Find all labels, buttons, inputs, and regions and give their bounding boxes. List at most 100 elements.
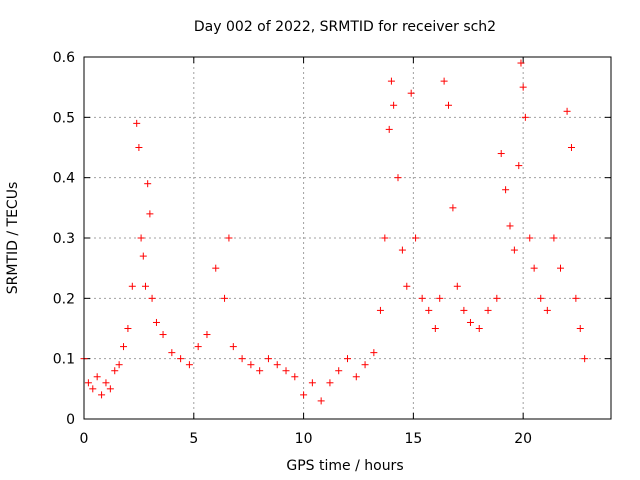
tick-labels: 0 0.1 0.2 0.3 0.4 0.5 0.6 0 5 10 15 20	[53, 50, 532, 447]
data-point	[144, 180, 152, 188]
data-point	[291, 373, 299, 381]
data-point	[212, 264, 220, 272]
data-point	[256, 367, 264, 375]
data-point	[519, 83, 527, 91]
data-point	[453, 282, 461, 290]
data-point	[381, 234, 389, 242]
data-point	[506, 222, 514, 230]
x-tick-label: 5	[189, 431, 198, 447]
data-point	[484, 306, 492, 314]
data-point	[376, 306, 384, 314]
data-point	[460, 306, 468, 314]
data-point	[229, 343, 237, 351]
data-point	[115, 361, 123, 369]
data-point	[493, 294, 501, 302]
data-point	[515, 162, 523, 170]
data-point	[497, 150, 505, 158]
y-tick-label: 0	[66, 412, 75, 428]
data-point	[412, 234, 420, 242]
data-point	[418, 294, 426, 302]
plot-frame	[83, 56, 612, 420]
data-point	[352, 373, 360, 381]
data-point	[111, 367, 119, 375]
data-point	[84, 379, 92, 387]
data-point	[502, 186, 510, 194]
data-point	[152, 318, 160, 326]
data-point	[106, 385, 114, 393]
data-point	[300, 391, 308, 399]
data-point	[89, 385, 97, 393]
data-point	[526, 234, 534, 242]
data-point	[576, 325, 584, 332]
y-tick-label: 0.1	[53, 352, 75, 368]
data-point	[475, 325, 483, 332]
data-point	[436, 294, 444, 302]
data-point	[247, 361, 255, 369]
data-point	[449, 204, 457, 212]
data-point	[139, 252, 147, 260]
data-point	[238, 355, 246, 363]
data-point	[185, 361, 193, 369]
data-point	[133, 119, 141, 127]
y-tick-label: 0.5	[53, 110, 75, 126]
data-point	[398, 246, 406, 254]
x-axis-label: GPS time / hours	[286, 458, 403, 474]
data-point	[148, 294, 156, 302]
data-point	[390, 101, 398, 109]
data-point	[128, 282, 136, 290]
x-tick-label: 15	[404, 431, 422, 447]
chart-title: Day 002 of 2022, SRMTID for receiver sch…	[194, 19, 496, 35]
data-point	[431, 325, 439, 332]
data-point	[440, 77, 448, 85]
data-point	[543, 306, 551, 314]
data-point	[572, 294, 580, 302]
y-tick-label: 0.4	[53, 171, 75, 187]
data-points	[80, 59, 589, 405]
data-point	[510, 246, 518, 254]
data-point	[466, 318, 474, 326]
data-point	[550, 234, 558, 242]
y-tick-label: 0.6	[53, 50, 75, 66]
data-point	[521, 113, 529, 121]
y-tick-label: 0.2	[53, 291, 75, 307]
data-point	[537, 294, 545, 302]
y-axis-label: SRMTID / TECUs	[5, 182, 21, 295]
y-tick-label: 0.3	[53, 231, 75, 247]
data-point	[385, 125, 393, 133]
data-point	[317, 397, 325, 405]
data-point	[120, 343, 128, 351]
data-point	[225, 234, 233, 242]
x-tick-label: 0	[80, 431, 89, 447]
data-point	[221, 294, 229, 302]
data-point	[137, 234, 145, 242]
data-point	[387, 77, 395, 85]
data-point	[273, 361, 281, 369]
data-point	[93, 373, 101, 381]
data-point	[135, 144, 143, 151]
data-point	[335, 367, 343, 375]
data-point	[159, 331, 167, 339]
data-point	[124, 325, 132, 332]
data-point	[361, 361, 369, 369]
data-point	[102, 379, 110, 387]
data-point	[425, 306, 433, 314]
data-point	[563, 107, 571, 115]
x-tick-label: 10	[295, 431, 313, 447]
data-point	[403, 282, 411, 290]
x-tick-label: 20	[514, 431, 532, 447]
data-point	[264, 355, 272, 363]
data-point	[407, 89, 415, 97]
data-point	[517, 59, 525, 67]
data-point	[308, 379, 316, 387]
data-point	[141, 282, 149, 290]
data-point	[445, 101, 453, 109]
data-point	[98, 391, 106, 399]
data-point	[168, 349, 176, 357]
data-point	[394, 174, 402, 182]
data-point	[370, 349, 378, 357]
data-point	[344, 355, 351, 363]
data-point	[194, 343, 202, 351]
data-point	[177, 355, 185, 363]
data-point	[567, 144, 575, 151]
data-point	[326, 379, 334, 387]
